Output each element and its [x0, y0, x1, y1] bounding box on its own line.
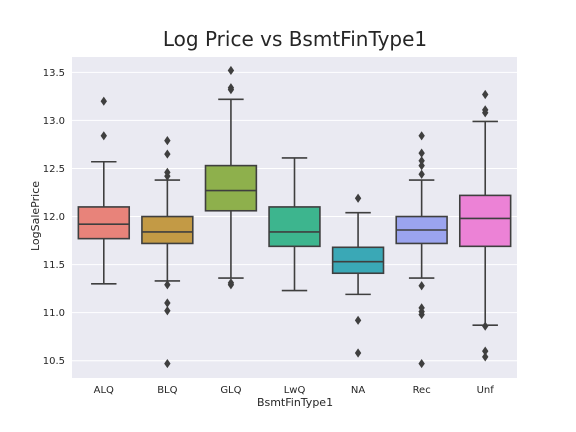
- outlier-point: [164, 306, 171, 316]
- box-blq: [141, 136, 194, 369]
- box-na: [331, 193, 385, 358]
- iqr-box: [204, 164, 258, 212]
- x-tick-label: BLQ: [157, 385, 177, 396]
- outlier-point: [418, 131, 425, 141]
- x-tick-label: LwQ: [284, 385, 306, 396]
- iqr-box: [141, 215, 194, 245]
- iqr-box: [77, 206, 131, 240]
- iqr-box: [268, 206, 321, 248]
- x-axis-label: BsmtFinType1: [257, 396, 333, 409]
- outlier-point: [164, 136, 171, 146]
- y-tick-label: 12.5: [43, 164, 65, 175]
- outlier-point: [164, 358, 171, 369]
- box-unf: [458, 89, 512, 362]
- x-tick-label: Rec: [413, 385, 431, 396]
- outlier-point: [418, 169, 425, 179]
- outlier-point: [100, 96, 107, 106]
- outlier-point: [227, 278, 235, 288]
- boxes: [77, 65, 512, 369]
- box-alq: [77, 96, 131, 285]
- y-tick-label: 10.5: [43, 356, 65, 367]
- box-glq: [204, 65, 258, 290]
- outlier-point: [100, 131, 107, 141]
- outlier-point: [482, 89, 489, 100]
- outlier-point: [164, 149, 171, 159]
- outlier-point: [354, 348, 362, 358]
- outlier-point: [418, 148, 425, 158]
- box-lwq: [268, 157, 321, 292]
- x-tick-label: NA: [351, 385, 365, 396]
- outlier-point: [354, 315, 362, 325]
- outlier-point: [418, 358, 425, 369]
- outlier-point: [354, 193, 362, 203]
- outlier-point: [227, 65, 235, 76]
- outlier-point: [482, 321, 489, 331]
- chart-title: Log Price vs BsmtFinType1: [163, 27, 427, 51]
- y-tick-label: 13.5: [43, 68, 65, 79]
- y-tick-label: 12.0: [43, 212, 65, 223]
- box-rec: [395, 131, 448, 369]
- x-tick-labels: ALQ BLQ GLQ LwQ NA Rec Unf: [94, 385, 495, 396]
- x-tick-label: Unf: [477, 385, 495, 396]
- iqr-box: [331, 246, 385, 275]
- y-tick-labels: 10.5 11.0 11.5 12.0 12.5 13.0 13.5: [43, 68, 65, 367]
- y-tick-label: 11.0: [43, 308, 65, 319]
- outlier-point: [418, 161, 425, 171]
- y-tick-label: 13.0: [43, 116, 65, 127]
- y-tick-label: 11.5: [43, 260, 65, 271]
- outlier-point: [164, 280, 171, 290]
- outlier-point: [482, 346, 489, 356]
- outlier-point: [227, 83, 235, 93]
- outlier-point: [418, 156, 425, 166]
- outlier-point: [482, 352, 489, 362]
- outlier-point: [164, 298, 171, 308]
- outlier-point: [164, 167, 171, 177]
- outlier-point: [418, 281, 425, 291]
- y-axis-label: LogSalePrice: [29, 181, 42, 251]
- outlier-point: [482, 105, 489, 115]
- outlier-point: [418, 303, 425, 313]
- iqr-box: [458, 194, 512, 248]
- x-tick-label: ALQ: [94, 385, 114, 396]
- x-tick-label: GLQ: [220, 385, 241, 396]
